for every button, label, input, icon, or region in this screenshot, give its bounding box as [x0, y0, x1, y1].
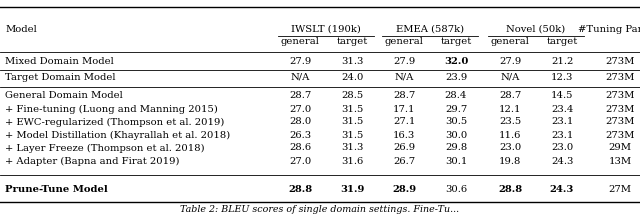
Text: general: general: [385, 37, 424, 46]
Text: Model: Model: [5, 25, 36, 34]
Text: Mixed Domain Model: Mixed Domain Model: [5, 57, 114, 66]
Text: 28.9: 28.9: [392, 184, 416, 194]
Text: 28.4: 28.4: [445, 92, 467, 100]
Text: 28.5: 28.5: [341, 92, 363, 100]
Text: 28.8: 28.8: [288, 184, 312, 194]
Text: 31.3: 31.3: [341, 57, 363, 66]
Text: 273M: 273M: [605, 57, 635, 66]
Text: 273M: 273M: [605, 92, 635, 100]
Text: 27.0: 27.0: [289, 104, 311, 114]
Text: 23.4: 23.4: [551, 104, 573, 114]
Text: 23.0: 23.0: [499, 143, 521, 152]
Text: 23.1: 23.1: [551, 118, 573, 126]
Text: 32.0: 32.0: [444, 57, 468, 66]
Text: 273M: 273M: [605, 118, 635, 126]
Text: 30.6: 30.6: [445, 184, 467, 194]
Text: 27.9: 27.9: [499, 57, 521, 66]
Text: 27M: 27M: [609, 184, 632, 194]
Text: 28.6: 28.6: [289, 143, 311, 152]
Text: 24.3: 24.3: [550, 184, 574, 194]
Text: 16.3: 16.3: [393, 131, 415, 140]
Text: 13M: 13M: [609, 157, 632, 166]
Text: 30.1: 30.1: [445, 157, 467, 166]
Text: 14.5: 14.5: [551, 92, 573, 100]
Text: 28.7: 28.7: [499, 92, 521, 100]
Text: + Layer Freeze (Thompson et al. 2018): + Layer Freeze (Thompson et al. 2018): [5, 143, 205, 153]
Text: 29.7: 29.7: [445, 104, 467, 114]
Text: 31.5: 31.5: [341, 118, 363, 126]
Text: 30.0: 30.0: [445, 131, 467, 140]
Text: 26.9: 26.9: [393, 143, 415, 152]
Text: 28.8: 28.8: [498, 184, 522, 194]
Text: 11.6: 11.6: [499, 131, 521, 140]
Text: General Domain Model: General Domain Model: [5, 92, 123, 100]
Text: Target Domain Model: Target Domain Model: [5, 72, 115, 81]
Text: 273M: 273M: [605, 131, 635, 140]
Text: 24.3: 24.3: [551, 157, 573, 166]
Text: 12.3: 12.3: [551, 72, 573, 81]
Text: target: target: [547, 37, 578, 46]
Text: 12.1: 12.1: [499, 104, 521, 114]
Text: 27.9: 27.9: [393, 57, 415, 66]
Text: 26.7: 26.7: [393, 157, 415, 166]
Text: 27.9: 27.9: [289, 57, 311, 66]
Text: 23.1: 23.1: [551, 131, 573, 140]
Text: 31.6: 31.6: [341, 157, 363, 166]
Text: 31.5: 31.5: [341, 104, 363, 114]
Text: #Tuning Params: #Tuning Params: [577, 25, 640, 34]
Text: 24.0: 24.0: [341, 72, 363, 81]
Text: 23.5: 23.5: [499, 118, 521, 126]
Text: target: target: [440, 37, 472, 46]
Text: Prune-Tune Model: Prune-Tune Model: [5, 184, 108, 194]
Text: 29.8: 29.8: [445, 143, 467, 152]
Text: 19.8: 19.8: [499, 157, 521, 166]
Text: 31.9: 31.9: [340, 184, 364, 194]
Text: 21.2: 21.2: [551, 57, 573, 66]
Text: + Model Distillation (Khayrallah et al. 2018): + Model Distillation (Khayrallah et al. …: [5, 131, 230, 140]
Text: 23.9: 23.9: [445, 72, 467, 81]
Text: target: target: [337, 37, 367, 46]
Text: general: general: [491, 37, 529, 46]
Text: 273M: 273M: [605, 72, 635, 81]
Text: N/A: N/A: [394, 72, 413, 81]
Text: 17.1: 17.1: [393, 104, 415, 114]
Text: + Adapter (Bapna and Firat 2019): + Adapter (Bapna and Firat 2019): [5, 157, 179, 166]
Text: general: general: [280, 37, 319, 46]
Text: IWSLT (190k): IWSLT (190k): [291, 25, 361, 34]
Text: 28.7: 28.7: [393, 92, 415, 100]
Text: Novel (50k): Novel (50k): [506, 25, 566, 34]
Text: 30.5: 30.5: [445, 118, 467, 126]
Text: + EWC-regularized (Thompson et al. 2019): + EWC-regularized (Thompson et al. 2019): [5, 117, 225, 127]
Text: 273M: 273M: [605, 104, 635, 114]
Text: 31.5: 31.5: [341, 131, 363, 140]
Text: 27.0: 27.0: [289, 157, 311, 166]
Text: + Fine-tuning (Luong and Manning 2015): + Fine-tuning (Luong and Manning 2015): [5, 104, 218, 114]
Text: N/A: N/A: [291, 72, 310, 81]
Text: 27.1: 27.1: [393, 118, 415, 126]
Text: 28.0: 28.0: [289, 118, 311, 126]
Text: 26.3: 26.3: [289, 131, 311, 140]
Text: Table 2: BLEU scores of single domain settings. Fine-Tu...: Table 2: BLEU scores of single domain se…: [180, 205, 460, 214]
Text: 31.3: 31.3: [341, 143, 363, 152]
Text: 29M: 29M: [609, 143, 632, 152]
Text: 28.7: 28.7: [289, 92, 311, 100]
Text: EMEA (587k): EMEA (587k): [396, 25, 464, 34]
Text: 23.0: 23.0: [551, 143, 573, 152]
Text: N/A: N/A: [500, 72, 520, 81]
